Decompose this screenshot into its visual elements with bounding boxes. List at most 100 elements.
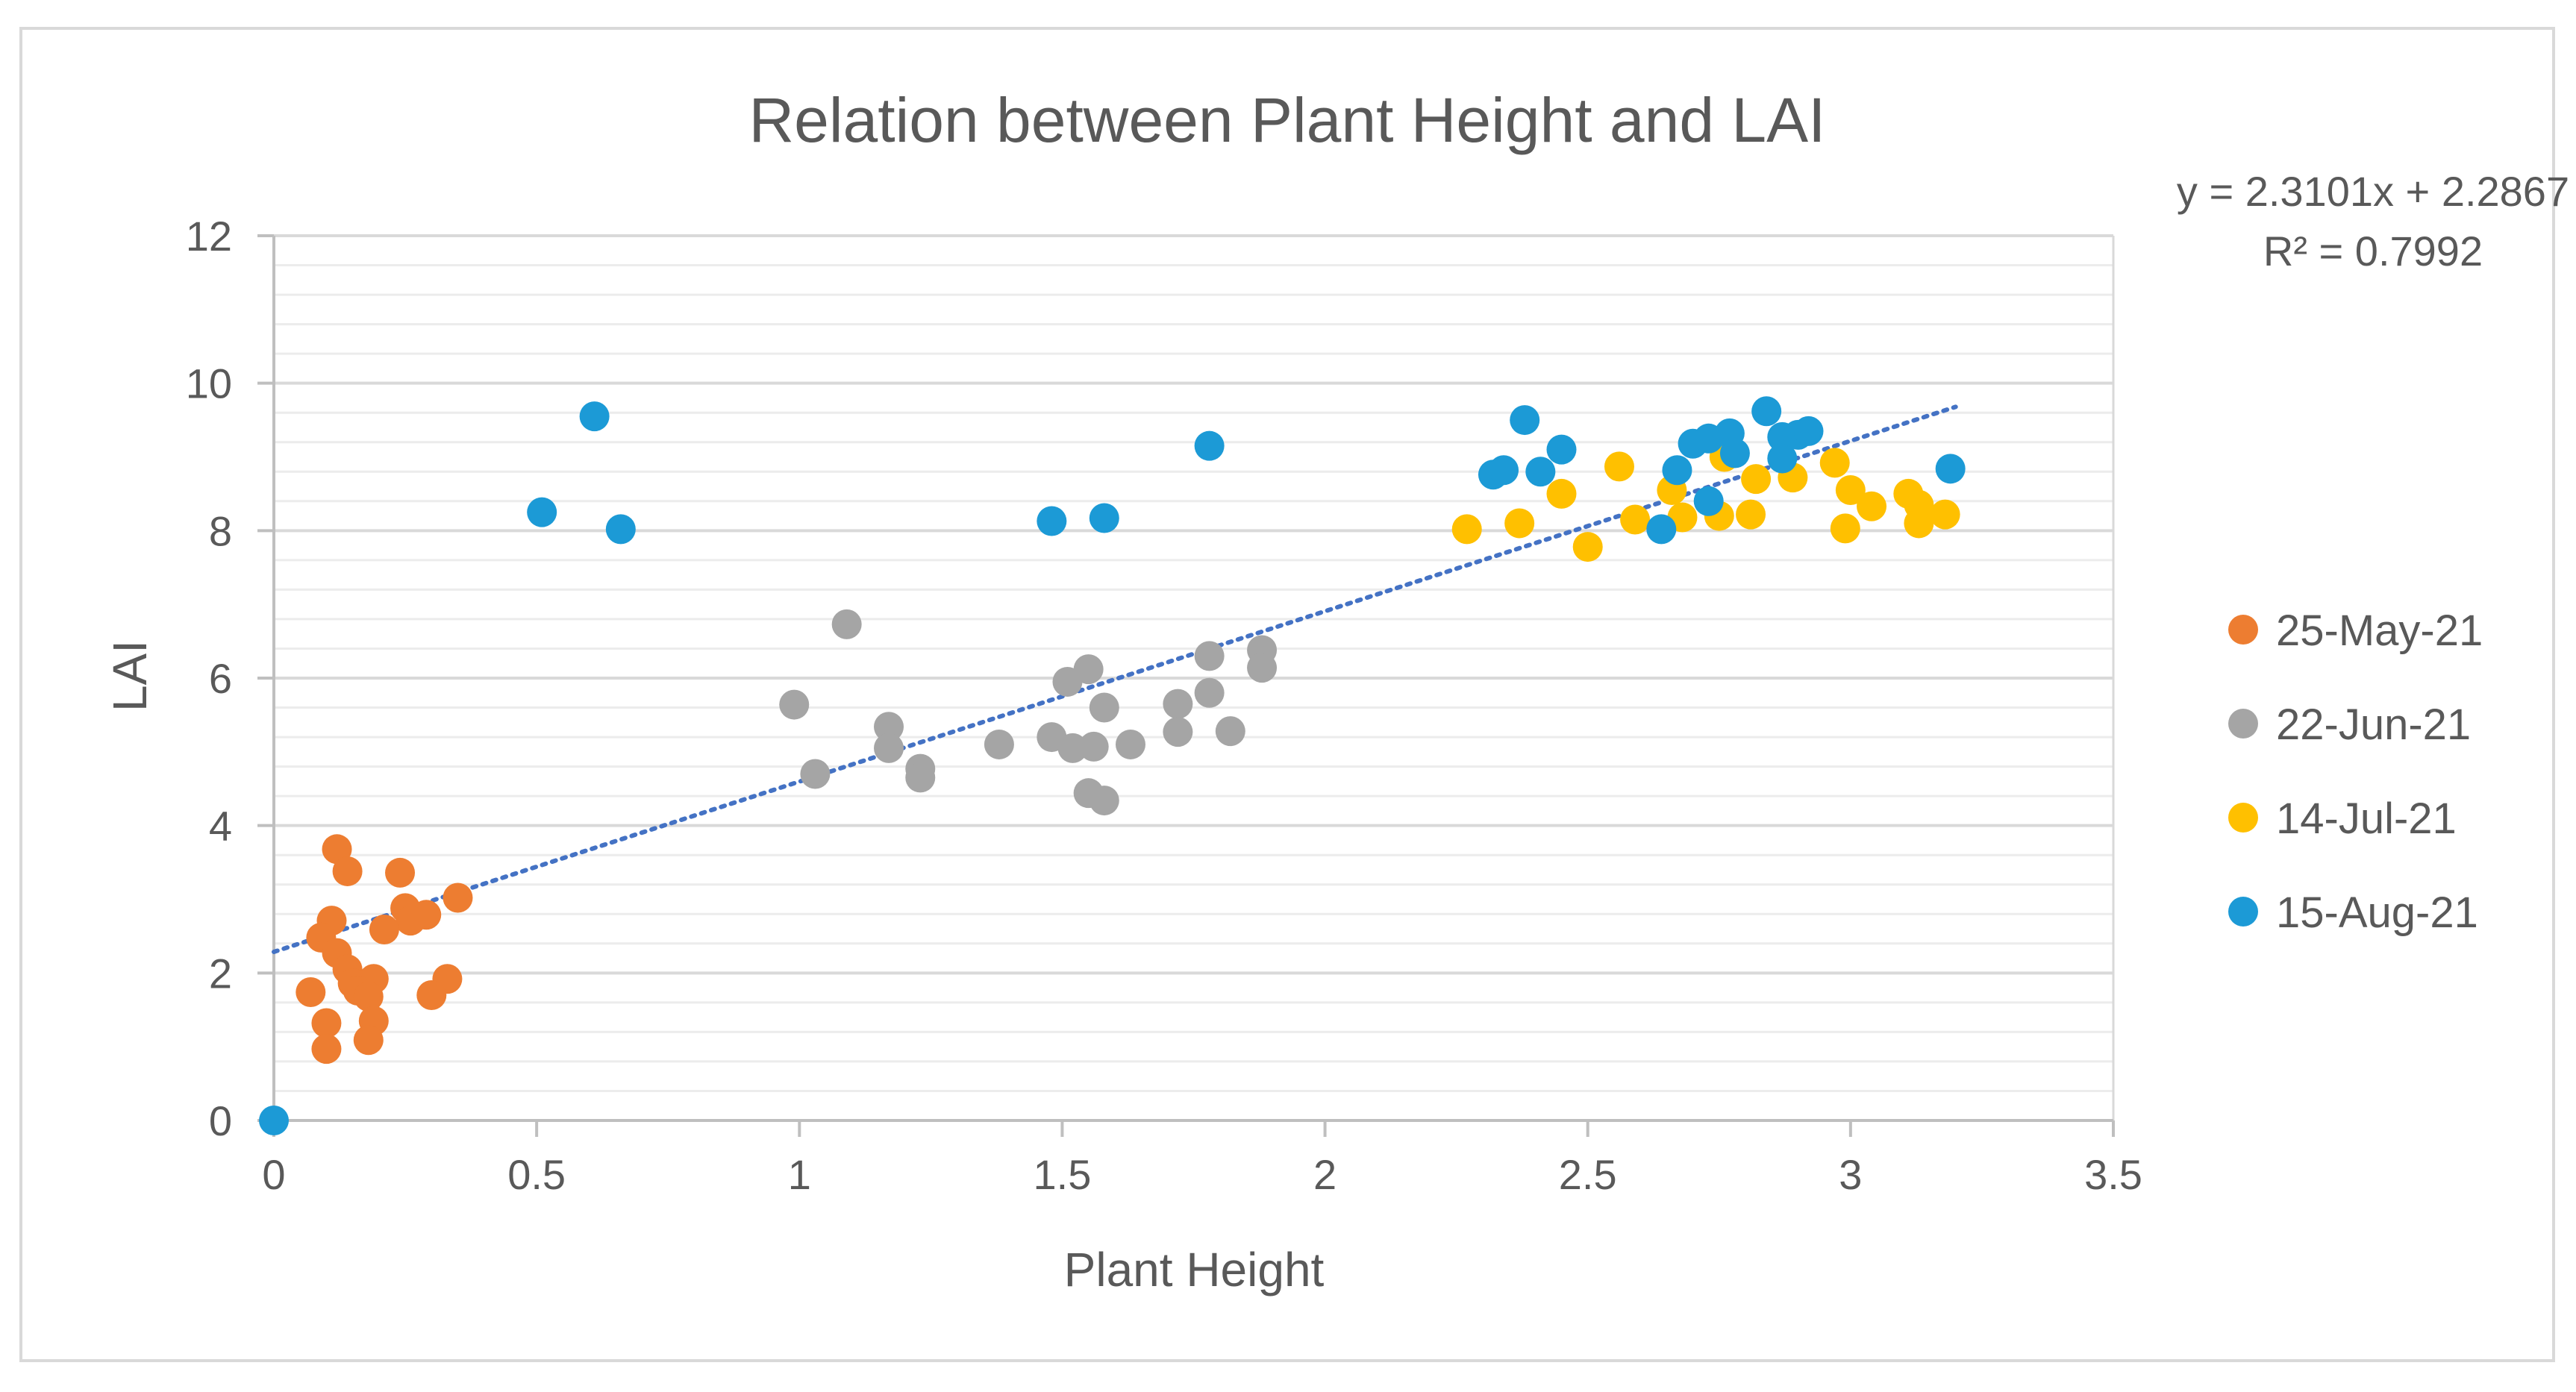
data-point bbox=[1089, 503, 1119, 533]
legend-marker bbox=[2228, 897, 2258, 927]
data-point bbox=[1078, 731, 1109, 762]
x-tick-label: 3.5 bbox=[2084, 1151, 2142, 1198]
data-point bbox=[1767, 443, 1798, 474]
data-point bbox=[443, 882, 473, 913]
series-22-Jun-21 bbox=[779, 609, 1278, 816]
legend-label: 14-Jul-21 bbox=[2276, 794, 2457, 843]
data-point bbox=[605, 514, 636, 545]
data-point bbox=[1736, 499, 1766, 530]
legend-label: 25-May-21 bbox=[2276, 606, 2483, 655]
y-tick-label: 0 bbox=[209, 1097, 232, 1144]
data-point bbox=[332, 856, 363, 886]
x-tick-label: 0.5 bbox=[507, 1151, 566, 1198]
y-tick-label: 4 bbox=[209, 803, 232, 850]
data-point bbox=[385, 857, 416, 888]
data-point bbox=[1835, 474, 1866, 505]
data-point bbox=[984, 729, 1014, 759]
y-tick-labels: 0 2 4 6 8 10 12 bbox=[186, 213, 232, 1144]
data-points bbox=[259, 396, 1966, 1135]
y-axis-label: LAI bbox=[103, 640, 157, 712]
data-point bbox=[1930, 499, 1960, 530]
data-point bbox=[1115, 729, 1145, 759]
data-point bbox=[1741, 464, 1772, 495]
data-point bbox=[1451, 514, 1482, 545]
data-point bbox=[800, 759, 831, 789]
data-point bbox=[1857, 491, 1887, 521]
data-point bbox=[1904, 508, 1934, 539]
data-point bbox=[527, 497, 557, 527]
data-point bbox=[831, 609, 862, 639]
chart-title: Relation between Plant Height and LAI bbox=[749, 85, 1826, 155]
data-point bbox=[396, 906, 426, 936]
data-point bbox=[369, 915, 399, 945]
y-tick-label: 6 bbox=[209, 655, 232, 702]
trendline-r-squared: R² = 0.7992 bbox=[2263, 228, 2483, 275]
data-point bbox=[1693, 486, 1724, 516]
series-25-May-21 bbox=[296, 834, 473, 1065]
data-point bbox=[1620, 504, 1651, 535]
data-point bbox=[322, 834, 352, 865]
data-point bbox=[1194, 641, 1225, 671]
y-tick-label: 2 bbox=[209, 950, 232, 997]
legend-marker bbox=[2228, 709, 2258, 739]
series-15-Aug-21 bbox=[259, 396, 1966, 1135]
data-point bbox=[416, 979, 447, 1010]
legend-marker bbox=[2228, 615, 2258, 645]
data-point bbox=[1525, 457, 1556, 487]
data-point bbox=[1546, 478, 1577, 509]
x-tick-label: 2 bbox=[1313, 1151, 1337, 1198]
x-tick-label: 0 bbox=[262, 1151, 285, 1198]
trendline-equation: y = 2.3101x + 2.2867 bbox=[2177, 168, 2569, 215]
x-tick-labels: 0 0.5 1 1.5 2 2.5 3 3.5 bbox=[262, 1151, 2142, 1198]
data-point bbox=[1830, 513, 1860, 544]
y-tick-label: 8 bbox=[209, 507, 232, 554]
legend-marker bbox=[2228, 803, 2258, 833]
legend-label: 22-Jun-21 bbox=[2276, 700, 2471, 749]
legend-label: 15-Aug-21 bbox=[2276, 888, 2478, 937]
data-point bbox=[1793, 416, 1824, 446]
series-14-Jul-21 bbox=[1451, 442, 1960, 562]
data-point bbox=[1819, 448, 1850, 478]
data-point bbox=[1194, 430, 1225, 461]
x-tick-label: 1 bbox=[788, 1151, 811, 1198]
data-point bbox=[1662, 455, 1692, 486]
data-point bbox=[1037, 506, 1067, 536]
data-point bbox=[1504, 508, 1535, 539]
data-point bbox=[1751, 396, 1782, 427]
data-point bbox=[1089, 786, 1119, 816]
data-point bbox=[1719, 438, 1750, 468]
data-point bbox=[905, 762, 936, 793]
x-axis-label: Plant Height bbox=[1064, 1243, 1325, 1297]
data-point bbox=[1247, 653, 1278, 683]
data-point bbox=[1510, 405, 1540, 436]
data-point bbox=[1572, 532, 1603, 562]
data-point bbox=[1546, 434, 1577, 465]
data-point bbox=[779, 689, 810, 720]
data-point bbox=[1489, 455, 1519, 486]
data-point bbox=[1646, 514, 1677, 545]
x-tick-label: 1.5 bbox=[1033, 1151, 1091, 1198]
data-point bbox=[353, 1025, 384, 1056]
data-point bbox=[1089, 692, 1119, 723]
x-tick-label: 3 bbox=[1839, 1151, 1862, 1198]
data-point bbox=[296, 977, 326, 1008]
y-tick-label: 10 bbox=[186, 360, 232, 407]
data-point bbox=[1194, 677, 1225, 708]
chart-frame bbox=[19, 27, 2555, 1362]
data-point bbox=[1935, 454, 1966, 484]
data-point bbox=[259, 1106, 289, 1135]
data-point bbox=[579, 401, 610, 432]
legend: 25-May-21 22-Jun-21 14-Jul-21 15-Aug-21 bbox=[2228, 606, 2483, 937]
y-tick-label: 12 bbox=[186, 213, 232, 260]
data-point bbox=[874, 712, 904, 742]
data-point bbox=[1073, 654, 1104, 685]
data-point bbox=[1163, 689, 1193, 719]
x-tick-label: 2.5 bbox=[1559, 1151, 1617, 1198]
data-point bbox=[311, 1034, 342, 1065]
data-point bbox=[874, 733, 904, 763]
data-point bbox=[1215, 716, 1245, 747]
data-point bbox=[311, 1008, 342, 1038]
data-point bbox=[1163, 717, 1193, 747]
major-gridlines bbox=[274, 234, 2115, 1120]
